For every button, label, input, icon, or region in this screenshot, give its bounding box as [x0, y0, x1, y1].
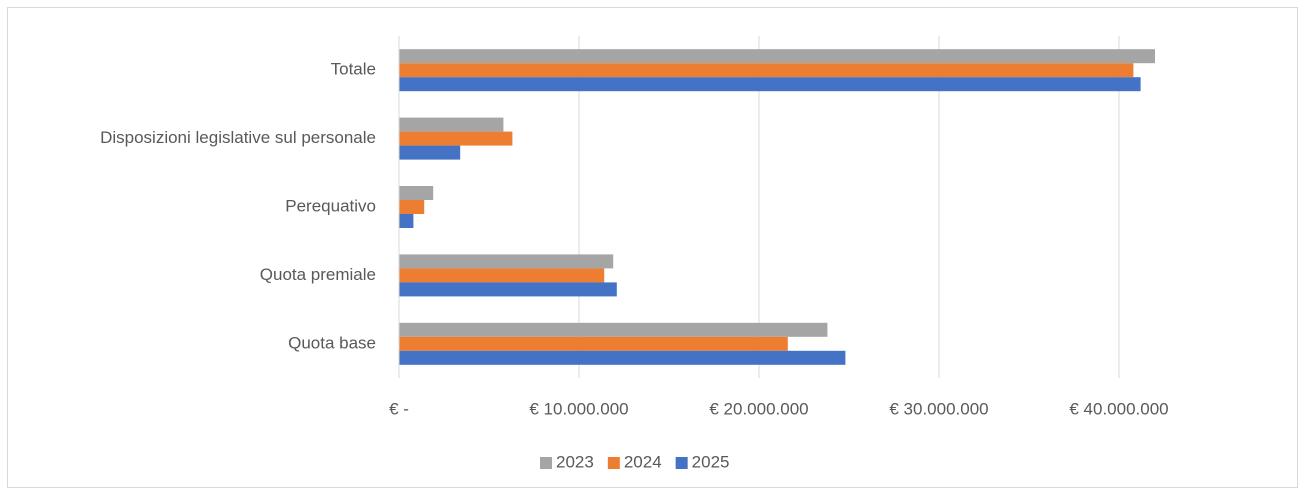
- bar: [399, 336, 788, 351]
- bar: [399, 350, 846, 365]
- y-tick-label: Quota premiale: [260, 265, 376, 284]
- bar: [399, 77, 1141, 92]
- y-tick-label: Perequativo: [285, 196, 376, 215]
- legend-label: 2024: [624, 452, 662, 471]
- legend-label: 2023: [556, 452, 594, 471]
- bar: [399, 63, 1134, 78]
- bar: [399, 117, 504, 132]
- y-tick-label: Disposizioni legislative sul personale: [100, 128, 376, 147]
- x-tick-label: € 20.000.000: [709, 399, 808, 418]
- bar: [399, 268, 605, 283]
- y-tick-label: Quota base: [288, 333, 376, 352]
- legend-swatch: [607, 457, 620, 469]
- bar: [399, 145, 461, 160]
- y-tick-label: Totale: [331, 60, 376, 79]
- bar: [399, 186, 434, 200]
- x-tick-label: € -: [389, 399, 409, 418]
- legend-label: 2025: [692, 452, 730, 471]
- legend-swatch: [675, 457, 688, 469]
- x-tick-label: € 40.000.000: [1069, 399, 1168, 418]
- legend-swatch: [540, 457, 552, 469]
- bar: [399, 322, 828, 337]
- bar: [399, 214, 414, 228]
- bar: [399, 282, 617, 297]
- bar: [399, 254, 614, 269]
- x-tick-label: € 10.000.000: [529, 399, 628, 418]
- bar: [399, 49, 1155, 64]
- bar: [399, 131, 513, 146]
- bar: [399, 200, 425, 214]
- x-tick-label: € 30.000.000: [889, 399, 988, 418]
